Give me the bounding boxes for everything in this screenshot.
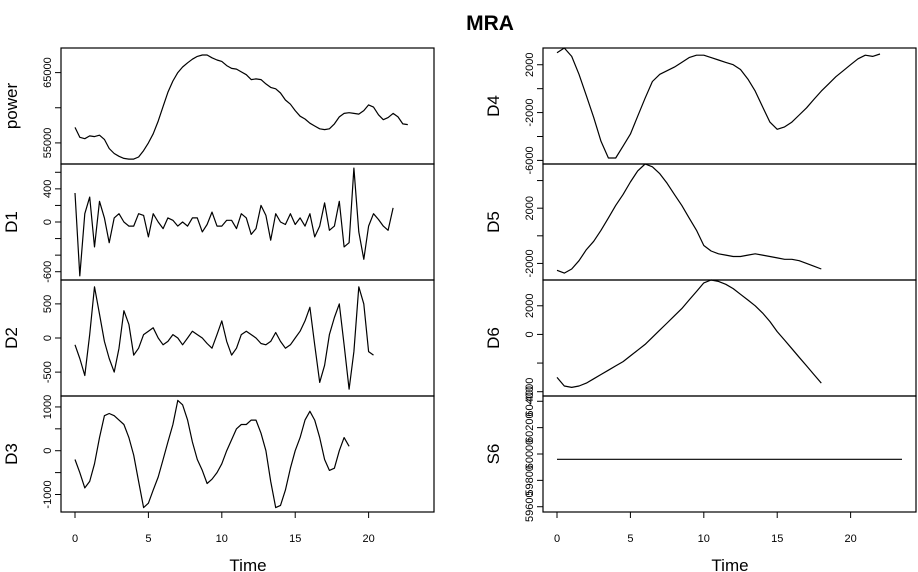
panels-container: 5500065000power-6000400D1-5000500D2-1000… — [2, 47, 917, 545]
x-tick-label: 10 — [698, 533, 710, 545]
panel-d4: -6000 -2000 2000 D4 — [484, 47, 917, 174]
chart-title: MRA — [466, 12, 514, 35]
x-tick-label: 5 — [627, 533, 633, 545]
x-tick-label: 10 — [216, 533, 228, 545]
y-tick-label: 500 — [42, 295, 54, 313]
panel-d6: -4000 0 2000 D6 — [484, 279, 917, 406]
y-axis-label-power: power — [2, 83, 21, 130]
panel-d5: -2000 2000 D5 — [484, 163, 917, 281]
y-axis-label-d4: D4 — [484, 95, 503, 117]
panel-frame — [60, 47, 435, 165]
x-tick-label: 20 — [844, 533, 856, 545]
y-axis-label-d3: D3 — [2, 443, 21, 465]
y-tick-label: 60200 — [524, 412, 536, 443]
y-tick-label: -500 — [42, 361, 54, 383]
y-tick-label: 2000 — [524, 196, 536, 220]
y-axis-label-d6: D6 — [484, 327, 503, 349]
panel-frame — [542, 163, 917, 281]
panel-frame — [542, 279, 917, 397]
y-tick-label: 0 — [42, 448, 54, 454]
series-line-d5 — [556, 163, 822, 274]
panel-power: 55000 65000 power — [2, 47, 435, 165]
x-axis-label-right: Time — [711, 556, 748, 572]
y-tick-label: -600 — [42, 261, 54, 283]
y-axis-label-d1: D1 — [2, 211, 21, 233]
panel-d3: -1000 0 1000 D3 0 5 10 15 20 — [2, 395, 435, 545]
series-line-d4 — [556, 47, 881, 159]
y-tick-label: -4000 — [524, 378, 536, 406]
series-line-d1 — [74, 167, 394, 277]
panel-frame — [542, 47, 917, 165]
y-tick-label: -1000 — [42, 480, 54, 508]
panel-frame — [542, 395, 917, 513]
y-tick-label: 60400 — [524, 386, 536, 417]
x-tick-label: 0 — [72, 533, 78, 545]
y-tick-label: 0 — [42, 219, 54, 225]
x-tick-label: 20 — [362, 533, 374, 545]
y-tick-label: 60000 — [524, 439, 536, 470]
panel-d1: -600 0 400 D1 — [2, 163, 435, 283]
y-tick-label: 0 — [42, 335, 54, 341]
y-tick-label: 2000 — [524, 53, 536, 77]
y-tick-label: 59600 — [524, 491, 536, 522]
y-tick-label: 55000 — [42, 128, 54, 159]
panel-frame — [60, 395, 435, 513]
x-tick-label: 0 — [554, 533, 560, 545]
x-tick-label: 5 — [145, 533, 151, 545]
y-tick-label: 0 — [524, 331, 536, 337]
y-tick-label: 59800 — [524, 465, 536, 496]
panel-d2: -500 0 500 D2 — [2, 279, 435, 397]
y-tick-label: -2000 — [524, 249, 536, 277]
y-tick-label: 400 — [42, 180, 54, 198]
y-axis-label-d5: D5 — [484, 211, 503, 233]
x-tick-label: 15 — [771, 533, 783, 545]
series-line-d2 — [74, 286, 374, 390]
series-line-power — [74, 54, 408, 160]
y-tick-label: -6000 — [524, 146, 536, 174]
x-axis-label-left: Time — [229, 556, 266, 572]
series-line-d3 — [74, 399, 350, 509]
x-tick-label: 15 — [289, 533, 301, 545]
series-line-d6 — [556, 279, 822, 388]
y-tick-label: 65000 — [42, 57, 54, 88]
y-tick-label: -2000 — [524, 99, 536, 127]
panel-frame — [60, 279, 435, 397]
y-axis-label-d2: D2 — [2, 327, 21, 349]
y-axis-label-s6: S6 — [484, 444, 503, 465]
y-tick-label: 1000 — [42, 395, 54, 419]
y-tick-label: 2000 — [524, 294, 536, 318]
